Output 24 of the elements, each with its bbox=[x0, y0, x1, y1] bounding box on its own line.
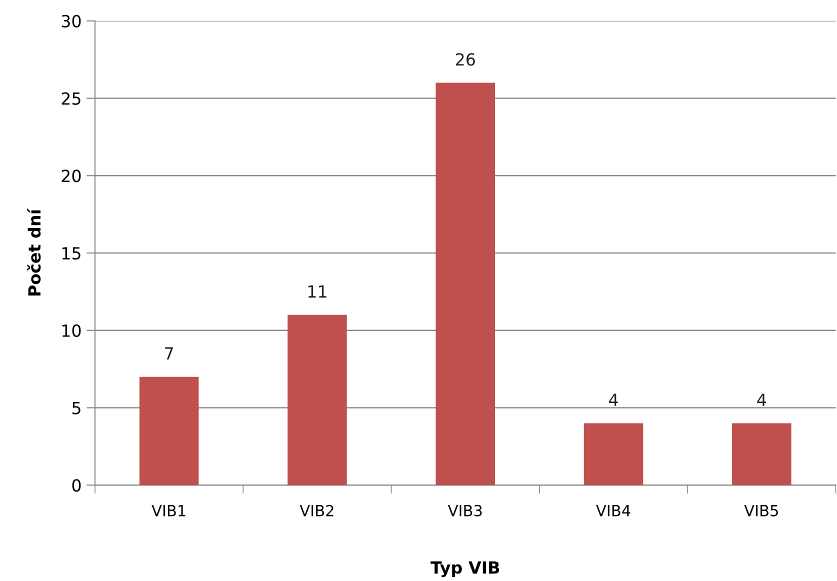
x-axis-title: Typ VIB bbox=[430, 561, 500, 578]
data-label: 4 bbox=[609, 394, 618, 406]
x-tick-label: VIB1 bbox=[152, 505, 186, 516]
y-tick-label: 30 bbox=[62, 14, 81, 28]
x-tick-label: VIB4 bbox=[596, 505, 630, 516]
data-label: 4 bbox=[757, 394, 766, 406]
bar bbox=[288, 314, 347, 486]
y-tick-label: 25 bbox=[62, 92, 80, 105]
y-axis-title: Počet dní bbox=[27, 208, 41, 296]
y-tick-label: 15 bbox=[62, 247, 80, 260]
y-tick-label: 0 bbox=[72, 479, 81, 492]
data-label: 26 bbox=[456, 53, 475, 66]
x-tick-label: VIB3 bbox=[448, 504, 482, 516]
y-tick-label: 10 bbox=[62, 324, 81, 337]
x-tick-label: VIB5 bbox=[744, 505, 778, 516]
x-tick-label: VIB2 bbox=[300, 504, 334, 516]
y-tick-label: 20 bbox=[62, 170, 81, 182]
data-label: 7 bbox=[165, 347, 173, 360]
data-label: 11 bbox=[308, 285, 326, 298]
bar bbox=[436, 82, 495, 486]
bar bbox=[732, 423, 792, 486]
y-tick-label: 5 bbox=[72, 402, 80, 414]
bar bbox=[584, 423, 644, 486]
bar bbox=[139, 376, 199, 486]
